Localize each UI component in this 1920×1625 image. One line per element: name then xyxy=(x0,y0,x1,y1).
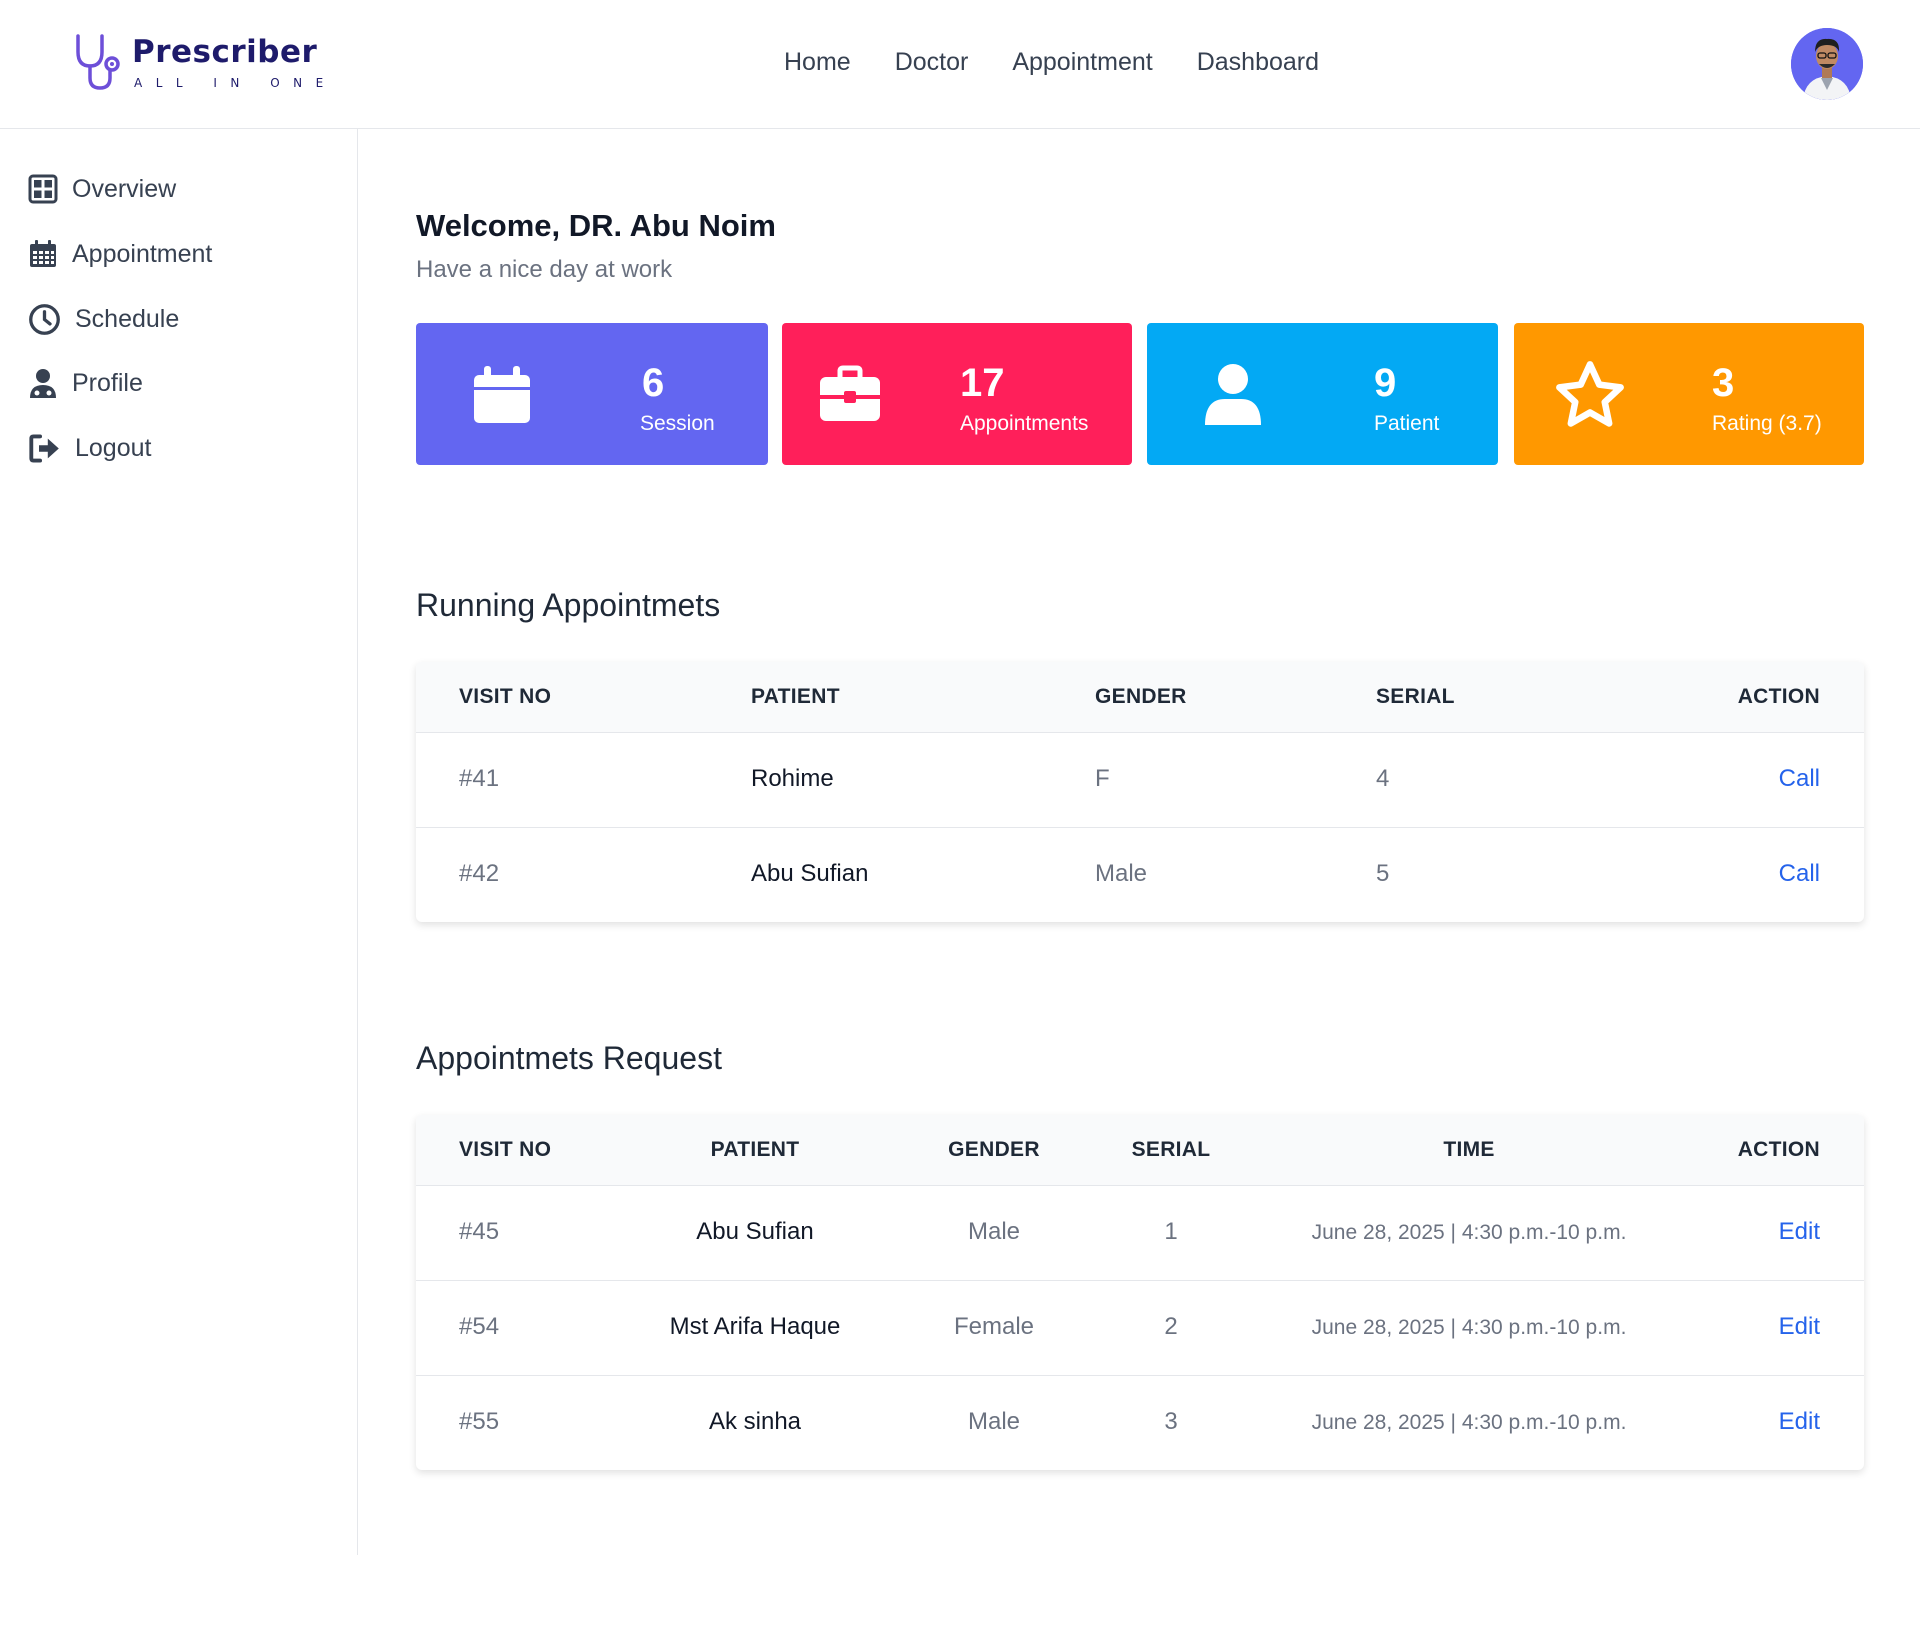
patient-name: Ak sinha xyxy=(708,1408,802,1435)
column-header: ACTION xyxy=(1737,1138,1820,1161)
appointment-time: June 28, 2025 | 4:30 p.m.-10 p.m. xyxy=(1311,1221,1627,1244)
doctor-icon xyxy=(30,369,56,398)
call-button[interactable]: Call xyxy=(1778,765,1820,792)
gender: Female xyxy=(953,1313,1035,1340)
table-row: #45 Abu Sufian Male 1 June 28, 2025 | 4:… xyxy=(416,1185,1864,1280)
sidebar-item-logout[interactable]: Logout xyxy=(28,432,151,465)
stat-value: 9 xyxy=(1374,361,1397,405)
sidebar-item-appointment[interactable]: Appointment xyxy=(28,239,212,269)
table-header: VISIT NO PATIENT GENDER SERIAL ACTION xyxy=(416,662,1864,732)
welcome-subtitle: Have a nice day at work xyxy=(416,256,673,283)
appointments-request-table: VISIT NO PATIENT GENDER SERIAL TIME ACTI… xyxy=(416,1115,1864,1470)
clock-icon xyxy=(29,304,60,335)
gender: Male xyxy=(1095,860,1148,887)
running-appointments-table: VISIT NO PATIENT GENDER SERIAL ACTION #4… xyxy=(416,662,1864,922)
gender: Male xyxy=(967,1218,1021,1245)
table-row: #54 Mst Arifa Haque Female 2 June 28, 20… xyxy=(416,1280,1864,1375)
visit-no: #45 xyxy=(459,1218,500,1245)
calendar-icon xyxy=(474,366,530,423)
stat-card-appointments[interactable]: 17 Appointments xyxy=(782,323,1132,465)
column-header: GENDER xyxy=(948,1138,1040,1161)
serial: 2 xyxy=(1164,1313,1178,1340)
table-row: #41 Rohime F 4 Call xyxy=(416,732,1864,827)
serial: 5 xyxy=(1376,860,1390,887)
edit-button[interactable]: Edit xyxy=(1778,1313,1820,1340)
column-header: VISIT NO xyxy=(459,685,552,708)
appointments-request-title: Appointmets Request xyxy=(416,1040,722,1076)
stat-label: Session xyxy=(640,412,715,435)
brand-tagline: ALL IN ONE xyxy=(134,76,337,90)
nav-doctor[interactable]: Doctor xyxy=(894,48,969,76)
nav-home[interactable]: Home xyxy=(784,48,851,76)
running-appointments-title: Running Appointmets xyxy=(416,587,721,623)
table-row: #55 Ak sinha Male 3 June 28, 2025 | 4:30… xyxy=(416,1375,1864,1470)
top-header: Prescriber ALL IN ONE Home Doctor Appoin… xyxy=(0,0,1920,129)
table-header: VISIT NO PATIENT GENDER SERIAL TIME ACTI… xyxy=(416,1115,1864,1185)
sidebar-item-schedule[interactable]: Schedule xyxy=(28,303,179,336)
sidebar-item-label: Schedule xyxy=(75,305,180,333)
column-header: SERIAL xyxy=(1376,685,1455,708)
stat-value: 6 xyxy=(642,361,665,405)
stat-value: 17 xyxy=(960,361,1005,405)
sidebar-item-label: Overview xyxy=(72,174,177,203)
edit-button[interactable]: Edit xyxy=(1778,1408,1820,1435)
sidebar-item-label: Profile xyxy=(72,368,143,397)
call-button[interactable]: Call xyxy=(1778,860,1820,887)
stat-card-session[interactable]: 6 Session xyxy=(416,323,768,465)
stat-label: Appointments xyxy=(960,412,1089,435)
serial: 4 xyxy=(1376,765,1390,792)
column-header: TIME xyxy=(1443,1138,1495,1161)
welcome-title: Welcome, DR. Abu Noim xyxy=(416,208,776,243)
sidebar-item-profile[interactable]: Profile xyxy=(28,368,143,398)
sidebar: Overview Appointment Schedule Profil xyxy=(0,129,358,1555)
user-avatar[interactable] xyxy=(1791,28,1863,100)
visit-no: #41 xyxy=(459,765,500,792)
user-icon xyxy=(1205,364,1261,425)
visit-no: #42 xyxy=(459,860,500,887)
visit-no: #55 xyxy=(459,1408,500,1435)
briefcase-icon xyxy=(820,365,880,421)
column-header: VISIT NO xyxy=(459,1138,552,1161)
gender: F xyxy=(1095,765,1110,792)
patient-name: Abu Sufian xyxy=(751,860,869,887)
appointment-time: June 28, 2025 | 4:30 p.m.-10 p.m. xyxy=(1311,1316,1627,1339)
stat-label: Rating (3.7) xyxy=(1712,412,1822,435)
grid-icon xyxy=(28,174,58,204)
serial: 1 xyxy=(1164,1218,1178,1245)
stat-card-rating[interactable]: 3 Rating (3.7) xyxy=(1514,323,1864,465)
logout-icon xyxy=(29,434,59,463)
calendar-icon xyxy=(30,240,56,267)
nav-appointment[interactable]: Appointment xyxy=(1012,48,1153,76)
patient-name: Abu Sufian xyxy=(696,1218,814,1245)
sidebar-item-label: Logout xyxy=(75,434,152,462)
stethoscope-icon xyxy=(76,34,120,90)
column-header: GENDER xyxy=(1095,685,1187,708)
avatar-doctor-image xyxy=(1791,28,1863,100)
main-nav: Home Doctor Appointment Dashboard xyxy=(784,48,1319,77)
patient-name: Mst Arifa Haque xyxy=(669,1313,841,1340)
table-row: #42 Abu Sufian Male 5 Call xyxy=(416,827,1864,922)
nav-dashboard[interactable]: Dashboard xyxy=(1196,48,1320,76)
visit-no: #54 xyxy=(459,1313,500,1340)
edit-button[interactable]: Edit xyxy=(1778,1218,1820,1245)
patient-name: Rohime xyxy=(751,765,834,792)
serial: 3 xyxy=(1164,1408,1178,1435)
star-icon xyxy=(1556,361,1624,427)
gender: Male xyxy=(967,1408,1021,1435)
column-header: SERIAL xyxy=(1131,1138,1211,1161)
sidebar-item-label: Appointment xyxy=(72,239,213,268)
column-header: ACTION xyxy=(1737,685,1820,708)
stat-value: 3 xyxy=(1712,361,1735,405)
brand-logo[interactable]: Prescriber ALL IN ONE xyxy=(72,32,337,92)
column-header: PATIENT xyxy=(710,1138,800,1161)
stat-label: Patient xyxy=(1374,412,1440,435)
appointment-time: June 28, 2025 | 4:30 p.m.-10 p.m. xyxy=(1311,1411,1627,1434)
stat-card-patient[interactable]: 9 Patient xyxy=(1147,323,1498,465)
sidebar-item-overview[interactable]: Overview xyxy=(28,174,176,204)
column-header: PATIENT xyxy=(751,685,840,708)
brand-name: Prescriber xyxy=(132,34,318,70)
